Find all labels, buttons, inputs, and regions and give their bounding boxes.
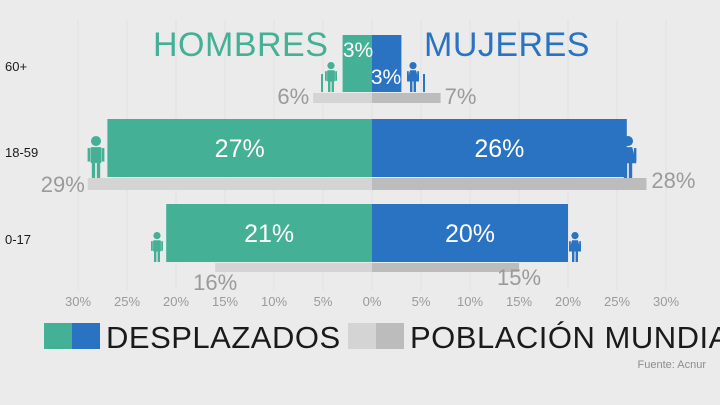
- x-tick-label: 15%: [212, 294, 238, 309]
- bar-displaced-women-0-17: [372, 204, 568, 262]
- legend-swatch-women: [72, 323, 100, 349]
- legend-swatch-world-light: [348, 323, 376, 349]
- x-tick-label: 10%: [457, 294, 483, 309]
- x-tick-label: 0%: [363, 294, 382, 309]
- title-men: HOMBRES: [153, 26, 329, 64]
- bar-displaced-men-60+: [342, 35, 372, 92]
- legend-swatch-world-dark: [376, 323, 404, 349]
- data-label-displaced-women: 20%: [445, 220, 495, 248]
- data-label-world-men: 16%: [193, 270, 237, 295]
- x-tick-label: 20%: [555, 294, 581, 309]
- data-label-displaced-women: 26%: [474, 135, 524, 163]
- elderly-man-icon: [325, 62, 337, 92]
- x-tick-label: 5%: [314, 294, 333, 309]
- data-label-world-women: 7%: [445, 84, 477, 109]
- data-label-world-men: 29%: [41, 172, 85, 197]
- man-icon: [87, 136, 105, 178]
- category-label: 18-59: [5, 145, 38, 160]
- woman-icon: [619, 136, 637, 178]
- x-tick-label: 30%: [65, 294, 91, 309]
- bar-displaced-men-0-17: [166, 204, 372, 262]
- x-tick-label: 15%: [506, 294, 532, 309]
- bar-world-women-60+: [372, 93, 441, 103]
- category-label: 60+: [5, 59, 27, 74]
- bar-world-men-18-59: [87, 178, 373, 190]
- bar-world-women-18-59: [372, 178, 647, 190]
- data-label-world-women: 15%: [497, 265, 541, 290]
- x-tick-label: 20%: [163, 294, 189, 309]
- x-tick-label: 10%: [261, 294, 287, 309]
- cane-icon: [321, 74, 323, 92]
- category-label: 0-17: [5, 232, 31, 247]
- elderly-woman-icon: [407, 62, 419, 92]
- source-note: Fuente: Acnur: [637, 359, 707, 371]
- bar-displaced-men-18-59: [107, 119, 373, 177]
- data-label-displaced-men: 21%: [244, 220, 294, 248]
- data-label-world-men: 6%: [277, 84, 309, 109]
- data-label-displaced-men: 27%: [215, 135, 265, 163]
- boy-icon: [151, 232, 163, 262]
- legend-label-displaced: DESPLAZADOS: [106, 320, 341, 355]
- legend-swatch-men: [44, 323, 72, 349]
- bar-world-men-0-17: [215, 263, 372, 272]
- x-tick-label: 25%: [604, 294, 630, 309]
- bar-world-women-0-17: [372, 263, 519, 272]
- x-tick-label: 5%: [412, 294, 431, 309]
- title-women: MUJERES: [424, 26, 590, 64]
- bar-displaced-women-18-59: [372, 119, 627, 177]
- bar-world-men-60+: [313, 93, 372, 103]
- data-label-world-women: 28%: [651, 168, 695, 193]
- x-tick-label: 25%: [114, 294, 140, 309]
- girl-icon: [569, 232, 581, 262]
- data-label-displaced-men: 3%: [343, 39, 373, 62]
- x-tick-label: 30%: [653, 294, 679, 309]
- data-label-displaced-women: 3%: [371, 66, 401, 89]
- bar-displaced-women-60+: [372, 35, 402, 92]
- cane-icon: [423, 74, 425, 92]
- legend-label-world: POBLACIÓN MUNDIAL: [410, 320, 720, 355]
